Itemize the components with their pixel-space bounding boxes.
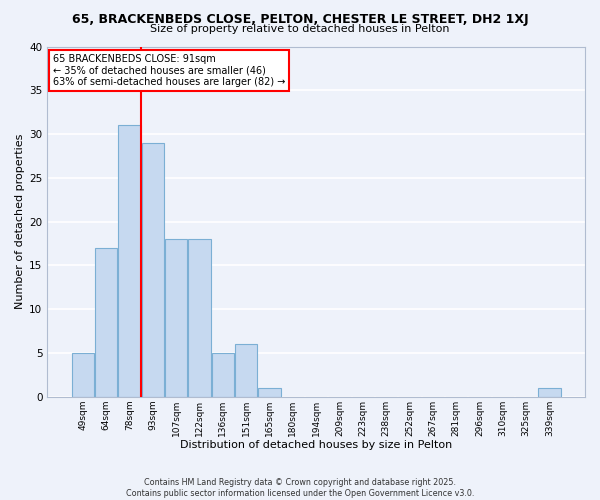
Bar (212, 353, 234, 397)
Bar (72, 353, 94, 397)
Bar (538, 388, 560, 396)
Bar (118, 126, 140, 396)
Bar (142, 143, 164, 397)
Bar (235, 344, 257, 397)
Bar (188, 239, 211, 396)
Bar (259, 388, 281, 396)
Text: Contains HM Land Registry data © Crown copyright and database right 2025.
Contai: Contains HM Land Registry data © Crown c… (126, 478, 474, 498)
Text: 65 BRACKENBEDS CLOSE: 91sqm
← 35% of detached houses are smaller (46)
63% of sem: 65 BRACKENBEDS CLOSE: 91sqm ← 35% of det… (53, 54, 285, 86)
Text: Size of property relative to detached houses in Pelton: Size of property relative to detached ho… (150, 24, 450, 34)
Bar (165, 239, 187, 396)
Bar (95, 248, 117, 396)
Text: 65, BRACKENBEDS CLOSE, PELTON, CHESTER LE STREET, DH2 1XJ: 65, BRACKENBEDS CLOSE, PELTON, CHESTER L… (71, 12, 529, 26)
Y-axis label: Number of detached properties: Number of detached properties (15, 134, 25, 310)
X-axis label: Distribution of detached houses by size in Pelton: Distribution of detached houses by size … (180, 440, 452, 450)
